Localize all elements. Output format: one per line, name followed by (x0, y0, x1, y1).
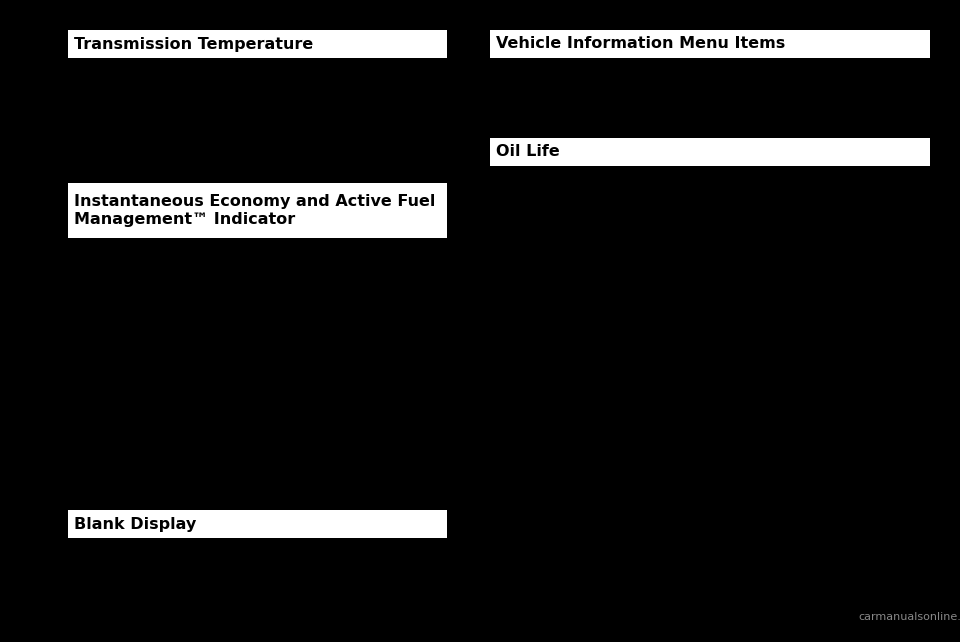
Text: Instantaneous Economy and Active Fuel
Management™ Indicator: Instantaneous Economy and Active Fuel Ma… (74, 194, 436, 227)
FancyBboxPatch shape (68, 183, 447, 238)
FancyBboxPatch shape (68, 510, 447, 538)
Text: Oil Life: Oil Life (496, 144, 560, 159)
Text: Transmission Temperature: Transmission Temperature (74, 37, 313, 51)
FancyBboxPatch shape (490, 30, 930, 58)
FancyBboxPatch shape (490, 138, 930, 166)
FancyBboxPatch shape (68, 30, 447, 58)
Text: carmanualsonline.info: carmanualsonline.info (858, 612, 960, 622)
Text: Vehicle Information Menu Items: Vehicle Information Menu Items (496, 37, 785, 51)
Text: Blank Display: Blank Display (74, 517, 196, 532)
